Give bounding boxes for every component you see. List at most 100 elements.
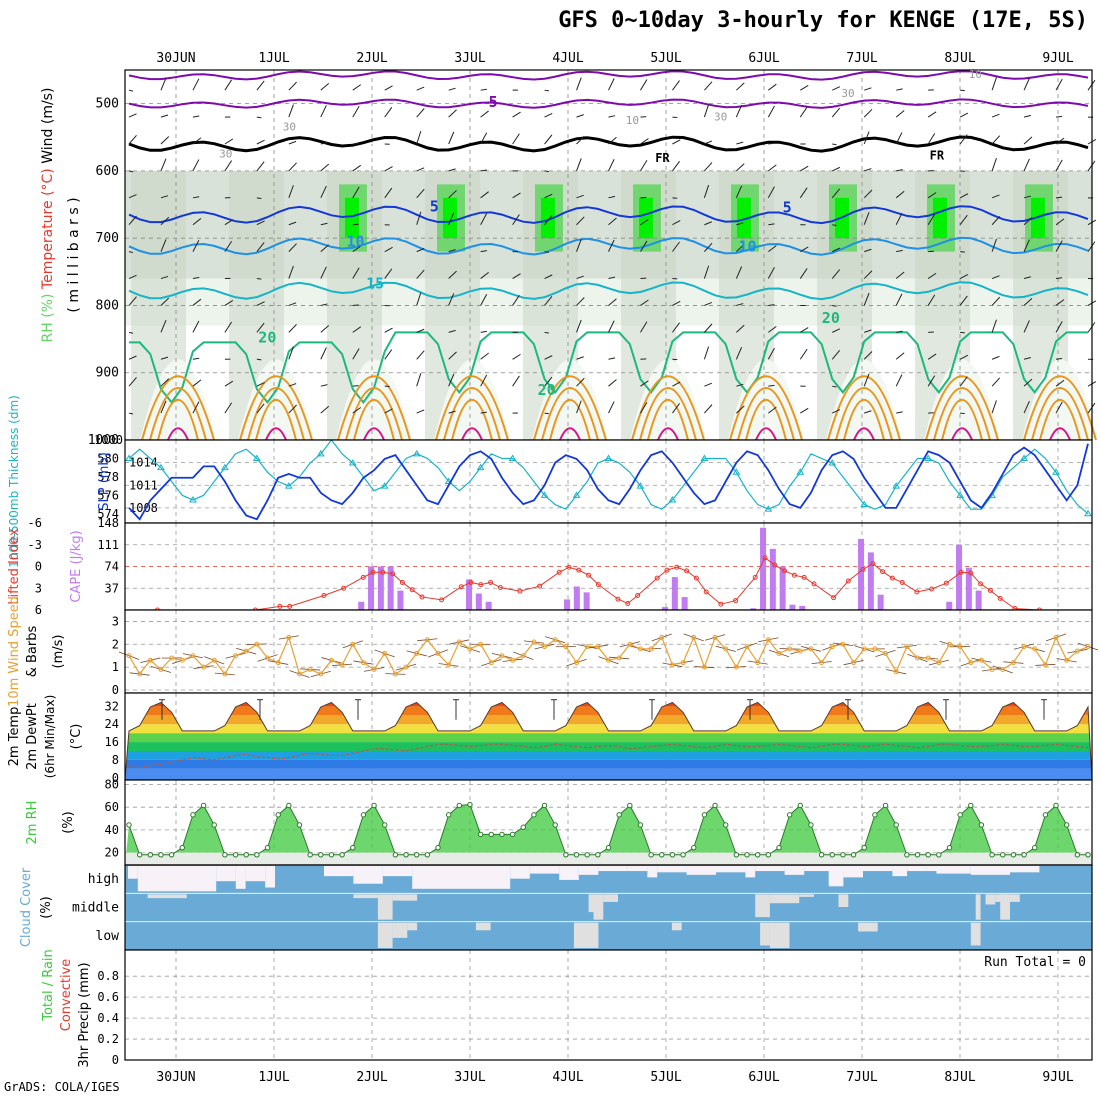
wind-barb	[416, 248, 425, 253]
isotherm-10	[128, 236, 1089, 256]
wind-barb	[576, 400, 582, 414]
wind-barb	[640, 159, 648, 172]
wind-barb	[767, 105, 775, 118]
wind-barb	[608, 78, 615, 91]
wind-barb	[991, 400, 997, 414]
wind-barb	[352, 348, 360, 360]
rh2m-marker	[318, 852, 324, 858]
high-cloud-patch	[892, 866, 908, 877]
wind-speed-marker	[669, 662, 675, 668]
wind-barb	[703, 346, 710, 360]
rh2m-marker	[1032, 844, 1038, 851]
wind-barb	[128, 331, 134, 334]
wind-barb	[608, 357, 616, 360]
rh2m-marker	[968, 802, 974, 809]
wind-barb	[1023, 357, 1031, 360]
ua-tick-label: 900	[96, 366, 119, 381]
wind-speed-marker	[936, 660, 942, 666]
wind-barb	[991, 319, 997, 333]
cloud-row-label: low	[96, 929, 120, 944]
cape-title-part: CAPE (J/kg)	[69, 530, 84, 602]
high-cloud-patch	[755, 866, 785, 872]
wind-speed-marker	[201, 664, 207, 670]
temp-title-a-text: 2m Temp	[7, 707, 22, 767]
high-cloud-patch	[804, 866, 844, 872]
li-marker	[409, 587, 415, 593]
li-marker	[958, 569, 964, 575]
wind-barb	[448, 212, 455, 225]
wind-speed-marker	[978, 657, 984, 663]
wind-barb	[863, 212, 870, 225]
wind-barb	[576, 377, 585, 387]
wind-barb	[224, 241, 233, 252]
rh2m-marker	[509, 831, 516, 838]
precip-tick: 0.2	[97, 1032, 119, 1046]
rh2m-marker	[467, 801, 473, 808]
thickness-title-part: 1000-500mb Thickness (dm)	[7, 395, 21, 568]
wind-barb	[512, 111, 521, 118]
wind-barb	[384, 107, 393, 118]
wind-barb	[736, 244, 745, 253]
precip-tick: 0.4	[97, 1011, 119, 1025]
isotherm-25-30-arc	[941, 398, 983, 441]
middle-cloud-patch	[838, 894, 849, 907]
cloud-title: Cloud Cover	[19, 867, 34, 947]
wind-barb	[1023, 78, 1030, 91]
wind-barb	[1055, 218, 1065, 226]
rh2m-marker	[403, 852, 409, 858]
wind-barb	[799, 187, 808, 199]
wind-barb	[192, 240, 200, 252]
high-cloud-patch	[265, 866, 275, 888]
wind-speed-marker	[1010, 660, 1016, 666]
wind-speed-marker	[243, 648, 249, 654]
li-marker	[845, 578, 851, 584]
wind-barb	[416, 373, 422, 387]
wind-barb	[863, 189, 873, 199]
li-marker	[674, 564, 680, 570]
high-cloud-patch	[686, 866, 716, 875]
temp-title-c-text: (6hr Min/Max)	[43, 695, 57, 779]
wind-barb	[768, 406, 777, 414]
wind-speed-marker	[542, 644, 548, 650]
wind-barb	[288, 383, 297, 387]
precip-title-part: 3hr Precip (mm)	[77, 962, 92, 1067]
rh2m-marker	[275, 812, 281, 818]
wind-barb	[384, 166, 393, 172]
rh2m-marker	[147, 852, 154, 858]
high-cloud-patch	[627, 866, 648, 872]
wind-barb	[1023, 320, 1030, 333]
high-cloud-patch	[657, 866, 687, 873]
rh-saturated-column	[933, 197, 947, 239]
cape-bar	[975, 590, 982, 610]
wind-barb	[352, 106, 360, 118]
isotherm-25-30-arc	[239, 375, 313, 441]
wind-barb	[1023, 239, 1030, 252]
wind-speed-marker	[147, 657, 153, 663]
day-label-bottom: 1JUL	[258, 1070, 289, 1085]
thickness-tick: 580	[97, 451, 119, 465]
wind-barb	[480, 330, 487, 333]
wind-barb	[384, 187, 393, 199]
li-marker	[997, 595, 1003, 601]
wind-barb	[320, 141, 328, 145]
wind-barb	[192, 137, 202, 145]
wind-barb	[608, 239, 615, 252]
wind-barb	[831, 188, 841, 199]
cape-bar	[760, 527, 767, 610]
wind-barb	[480, 88, 487, 91]
slp-line	[128, 443, 1089, 521]
li-marker	[693, 575, 699, 581]
wind-barb	[768, 142, 775, 145]
rh2m-marker	[616, 812, 622, 818]
wind-barb	[256, 278, 262, 280]
cape-tick: 74	[105, 560, 119, 574]
wind-barb	[288, 104, 294, 118]
wind-barb	[831, 107, 841, 118]
isotherm-25-30-arc	[337, 375, 411, 441]
wind-speed-marker	[797, 648, 803, 654]
wind-barb	[160, 378, 170, 387]
wind-barb	[160, 195, 169, 199]
high-cloud-patch	[598, 866, 628, 872]
cape-bar	[387, 566, 394, 610]
